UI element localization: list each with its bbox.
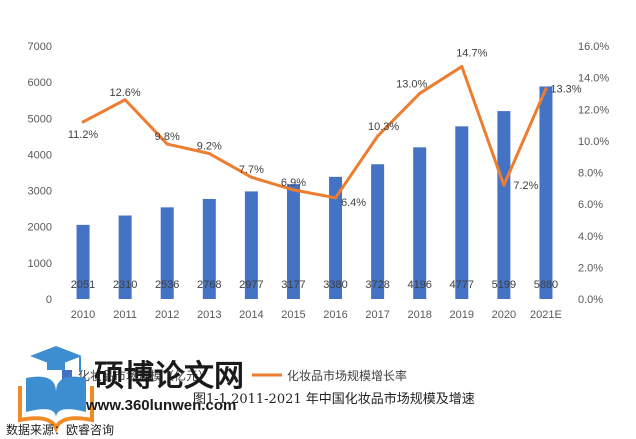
bar-value-label: 3728 <box>365 279 389 291</box>
right-axis-tick-label: 4.0% <box>578 231 603 243</box>
left-axis-ticks: 0 1000 2000 3000 4000 5000 6000 7000 <box>28 41 52 306</box>
x-axis-category-label: 2010 <box>71 309 95 321</box>
x-axis-category-label: 2016 <box>323 309 347 321</box>
left-axis-tick-label: 1000 <box>28 258 52 270</box>
left-axis-tick-label: 7000 <box>28 41 52 53</box>
right-axis-tick-label: 14.0% <box>578 73 609 85</box>
bar <box>202 198 216 299</box>
right-axis-ticks: 0.0% 2.0% 4.0% 6.0% 8.0% 10.0% 12.0% 14.0% 16.0% <box>578 41 609 306</box>
data-source: 数据来源：欧睿咨询 <box>6 422 114 437</box>
line-value-label: 7.2% <box>513 180 538 192</box>
bar-series <box>76 86 553 299</box>
bar <box>160 207 174 299</box>
line-value-label: 9.8% <box>155 131 180 143</box>
growth-line <box>82 65 548 200</box>
bar-value-label: 2977 <box>239 279 263 291</box>
left-axis-tick-label: 4000 <box>28 149 52 161</box>
x-axis-category-label: 2020 <box>492 309 516 321</box>
bar <box>244 191 258 299</box>
right-axis-tick-label: 16.0% <box>578 41 609 53</box>
line-value-labels: 11.2% 12.6% 9.8% 9.2% 7.7% 6.9% 6.4% 10.3% 13.0%… <box>68 48 582 209</box>
right-axis-tick-label: 10.0% <box>578 136 609 148</box>
bar <box>497 111 511 299</box>
bar <box>118 215 132 299</box>
left-axis-tick-label: 2000 <box>28 222 52 234</box>
line-point <box>207 152 211 156</box>
bar-value-label: 2051 <box>71 279 95 291</box>
x-axis-category-label: 2013 <box>197 309 221 321</box>
x-axis-category-label: 2011 <box>113 309 137 321</box>
watermark-site-name: 硕博论文网 <box>94 359 244 394</box>
bar-value-label: 3177 <box>281 279 305 291</box>
line-value-label: 14.7% <box>456 48 487 60</box>
line-point <box>376 134 380 138</box>
line-value-label: 13.3% <box>550 84 581 96</box>
bar <box>76 224 90 299</box>
line-point <box>502 183 506 187</box>
x-axis-categories: 2010 2011 2012 2013 2014 2015 2016 2017 2018 2019… <box>71 309 562 321</box>
graduation-cap-icon <box>18 346 94 434</box>
bar-value-label: 4196 <box>407 279 431 291</box>
bar <box>371 164 385 299</box>
line-point <box>165 142 169 146</box>
line-value-label: 13.0% <box>396 78 427 90</box>
bar <box>455 126 469 299</box>
left-axis-tick-label: 3000 <box>28 186 52 198</box>
line-point <box>249 175 253 179</box>
right-axis-tick-label: 6.0% <box>578 199 603 211</box>
left-axis-tick-label: 0 <box>46 294 52 306</box>
bar <box>413 147 427 299</box>
line-value-label: 9.2% <box>197 141 222 153</box>
line-value-label: 11.2% <box>68 129 99 141</box>
line-value-label: 6.9% <box>281 177 306 189</box>
line-point <box>81 120 85 124</box>
line-series <box>81 65 548 200</box>
legend-bar-label: 化妆品市场规模（亿元） <box>78 368 210 383</box>
bar-value-label: 4777 <box>450 279 474 291</box>
bar-value-label: 3380 <box>323 279 347 291</box>
bar <box>539 86 553 299</box>
legend: 化妆品市场规模（亿元） 化妆品市场规模增长率 <box>62 368 407 383</box>
bar-value-label: 5199 <box>492 279 516 291</box>
x-axis-category-label: 2019 <box>450 309 474 321</box>
legend-line-label: 化妆品市场规模增长率 <box>287 368 407 383</box>
line-point <box>334 196 338 200</box>
line-value-label: 12.6% <box>110 87 141 99</box>
bar-value-label: 5880 <box>534 279 558 291</box>
watermark-url: www.360lunwen.com <box>85 397 236 414</box>
bar <box>286 184 300 299</box>
right-axis-tick-label: 2.0% <box>578 262 603 274</box>
bar-value-label: 2768 <box>197 279 221 291</box>
x-axis-category-label: 2021E <box>530 309 562 321</box>
line-value-label: 10.3% <box>368 121 399 133</box>
bar-value-label: 2536 <box>155 279 179 291</box>
bar <box>329 176 343 299</box>
line-point <box>123 98 127 102</box>
line-value-label: 7.7% <box>239 164 264 176</box>
line-point <box>544 87 548 91</box>
legend-bar-swatch <box>62 370 72 380</box>
x-axis-category-label: 2017 <box>365 309 389 321</box>
right-axis-tick-label: 8.0% <box>578 168 603 180</box>
bar-value-labels: 2051 2310 2536 2768 2977 3177 3380 3728 4196 4777… <box>71 279 558 291</box>
bar-value-label: 2310 <box>113 279 137 291</box>
x-axis-category-label: 2012 <box>155 309 179 321</box>
left-axis-tick-label: 6000 <box>28 77 52 89</box>
figure-caption: 图1-1 2011-2021 年中国化妆品市场规模及增速 <box>193 391 475 407</box>
x-axis-category-label: 2018 <box>407 309 431 321</box>
left-axis-tick-label: 5000 <box>28 113 52 125</box>
right-axis-tick-label: 0.0% <box>578 294 603 306</box>
x-axis-category-label: 2015 <box>281 309 305 321</box>
right-axis-tick-label: 12.0% <box>578 104 609 116</box>
watermark: 硕博论文网 www.360lunwen.com <box>18 346 244 434</box>
line-point <box>460 65 464 69</box>
line-value-label: 6.4% <box>341 197 366 209</box>
line-point <box>418 91 422 95</box>
x-axis-category-label: 2014 <box>239 309 263 321</box>
line-point <box>291 188 295 192</box>
